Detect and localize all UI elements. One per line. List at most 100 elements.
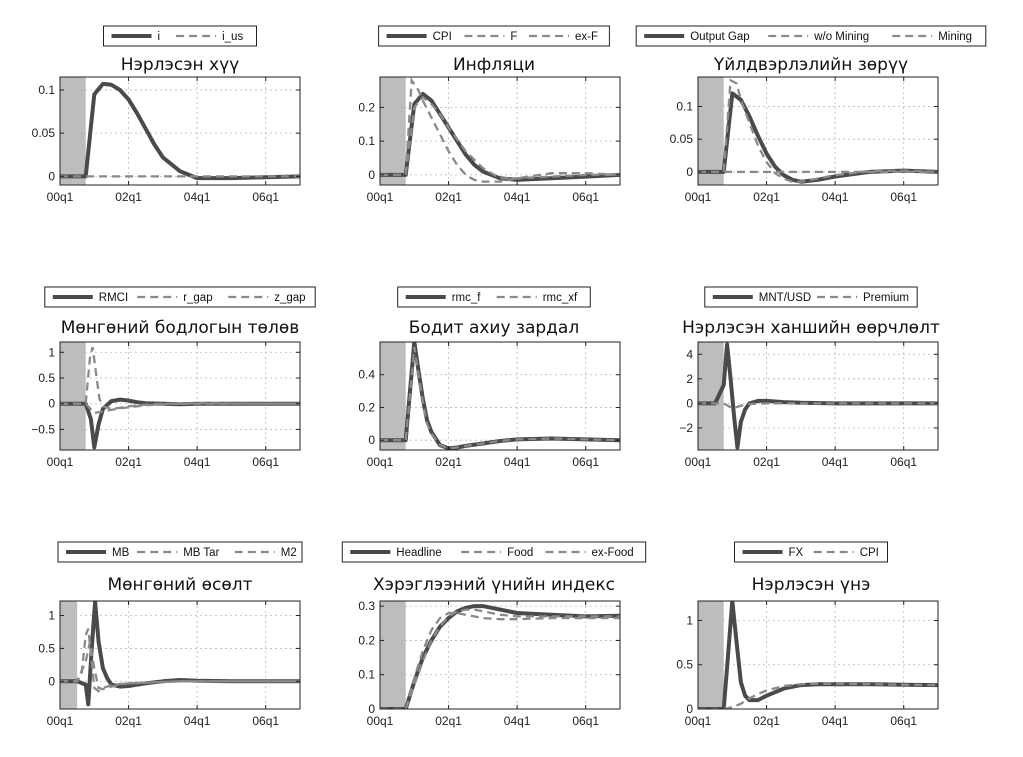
chart-panel-4: 00q1 02q1 04q1 06q1 −0.5 0 0.5 1 Мөнгөний бодлог…	[31, 286, 316, 469]
y-tick-label: 0.05	[32, 126, 56, 140]
series-line-cpi	[380, 91, 620, 182]
shock-period-shading	[698, 77, 724, 185]
y-tick-label: 0	[48, 674, 55, 688]
legend: i i_us	[103, 25, 257, 47]
y-tick-label: 0.2	[358, 100, 375, 114]
series-line-ex-food	[380, 611, 620, 709]
chart-title: Нэрлэсэн хүү	[121, 55, 239, 75]
x-tick-label: 00q1	[47, 190, 74, 204]
x-tick-label: 04q1	[184, 714, 211, 728]
x-tick-label: 02q1	[435, 455, 462, 469]
x-tick-label: 06q1	[572, 455, 599, 469]
series-line-ex-f	[380, 95, 620, 180]
legend-label: ex-Food	[592, 547, 634, 559]
legend-label: F	[510, 31, 517, 43]
legend-label: Food	[507, 547, 533, 559]
y-tick-label: 0.1	[358, 668, 375, 682]
x-tick-label: 06q1	[890, 714, 917, 728]
y-tick-label: 0.1	[676, 99, 693, 113]
legend-box	[704, 286, 918, 308]
chart-panel-9: 00q1 02q1 04q1 06q1 0 0.5 1 Нэрлэсэн үнэ FX CPI	[676, 541, 939, 728]
y-tick-label: 0	[368, 433, 375, 447]
legend-label: CPI	[860, 547, 879, 559]
plot-frame	[697, 341, 939, 451]
x-tick-label: 00q1	[367, 455, 394, 469]
legend-label: r_gap	[183, 292, 212, 304]
x-tick-label: 04q1	[504, 190, 531, 204]
y-tick-label: 0.05	[670, 132, 694, 146]
x-tick-label: 04q1	[822, 455, 849, 469]
y-tick-label: 0	[48, 397, 55, 411]
legend: MNT/USD Premium	[704, 286, 918, 308]
y-tick-label: 0.5	[38, 641, 55, 655]
x-tick-label: 06q1	[252, 190, 279, 204]
shock-period-shading	[60, 342, 86, 450]
legend-label: ex-F	[575, 31, 598, 43]
legend-label: rmc_xf	[543, 292, 578, 304]
shock-period-shading	[60, 77, 86, 185]
series-line-cpi	[698, 682, 938, 709]
legend-box	[734, 541, 888, 563]
x-tick-label: 06q1	[890, 190, 917, 204]
legend: rmc_f rmc_xf	[397, 286, 591, 308]
x-tick-label: 04q1	[504, 714, 531, 728]
plot-frame	[59, 600, 301, 710]
shock-period-shading	[380, 342, 406, 450]
legend: RMCI r_gap z_gap	[44, 286, 316, 308]
y-tick-label: 0	[686, 396, 693, 410]
series-line-fx	[698, 601, 938, 709]
legend-label: MB Tar	[183, 547, 219, 559]
legend-label: Output Gap	[690, 31, 749, 43]
y-tick-label: 1	[48, 608, 55, 622]
series-line-headline	[380, 604, 620, 709]
y-tick-label: 0.5	[676, 658, 693, 672]
y-tick-label: 0	[48, 169, 55, 183]
series-group	[698, 601, 938, 709]
legend: FX CPI	[734, 541, 888, 563]
legend-label: MB	[112, 547, 130, 559]
series-group	[698, 342, 938, 450]
x-tick-label: 02q1	[753, 714, 780, 728]
x-tick-label: 00q1	[685, 455, 712, 469]
chart-title: Мөнгөний бодлогын төлөв	[61, 318, 300, 338]
legend-box	[397, 286, 591, 308]
shock-period-shading	[380, 601, 406, 709]
legend-label: i_us	[222, 31, 243, 43]
x-tick-label: 06q1	[890, 455, 917, 469]
x-tick-label: 06q1	[572, 190, 599, 204]
legend-box	[635, 25, 987, 47]
chart-title: Инфляци	[453, 55, 535, 75]
series-line-f	[380, 77, 620, 183]
legend: Output Gap w/o Mining Mining	[635, 25, 987, 47]
legend-label: M2	[281, 547, 297, 559]
plot-frame	[379, 341, 621, 451]
x-tick-label: 04q1	[184, 455, 211, 469]
y-tick-label: 0.1	[38, 83, 55, 97]
y-tick-label: 0	[686, 702, 693, 716]
series-group	[380, 604, 620, 709]
legend-label: i	[158, 31, 161, 43]
legend: MB MB Tar M2	[57, 541, 303, 563]
series-line-z-gap	[60, 346, 300, 411]
x-tick-label: 00q1	[367, 714, 394, 728]
legend-label: w/o Mining	[813, 31, 869, 43]
series-group	[380, 342, 620, 450]
series-line-mb-tar	[60, 628, 300, 693]
x-tick-label: 00q1	[367, 190, 394, 204]
series-line-premium	[698, 402, 938, 410]
x-tick-label: 02q1	[753, 190, 780, 204]
x-tick-label: 02q1	[115, 455, 142, 469]
series-line-w-o-mining	[698, 78, 938, 183]
series-group	[380, 77, 620, 183]
chart-panel-6: 00q1 02q1 04q1 06q1 −2 0 2 4 Нэрлэсэн ханшийн өө…	[679, 286, 940, 469]
x-tick-label: 00q1	[47, 455, 74, 469]
chart-title: Үйлдвэрлэлийн зөрүү	[713, 55, 908, 75]
y-tick-label: 0.1	[358, 134, 375, 148]
legend-label: Headline	[396, 547, 441, 559]
chart-title: Хэрэглээний үнийн индекс	[373, 575, 615, 595]
series-group	[60, 346, 300, 450]
plot-frame	[697, 600, 939, 710]
series-line-mnt-usd	[698, 342, 938, 450]
legend-label: Premium	[863, 292, 909, 304]
